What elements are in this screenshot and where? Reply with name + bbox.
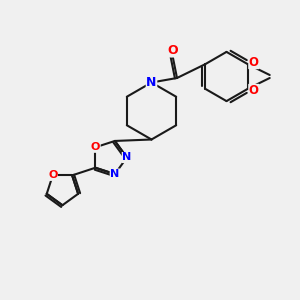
- Text: O: O: [48, 170, 57, 180]
- Text: N: N: [122, 152, 131, 163]
- Text: O: O: [249, 84, 259, 98]
- Text: N: N: [146, 76, 157, 89]
- Text: O: O: [249, 56, 259, 69]
- Text: O: O: [167, 44, 178, 57]
- Text: N: N: [110, 169, 119, 179]
- Text: O: O: [91, 142, 100, 152]
